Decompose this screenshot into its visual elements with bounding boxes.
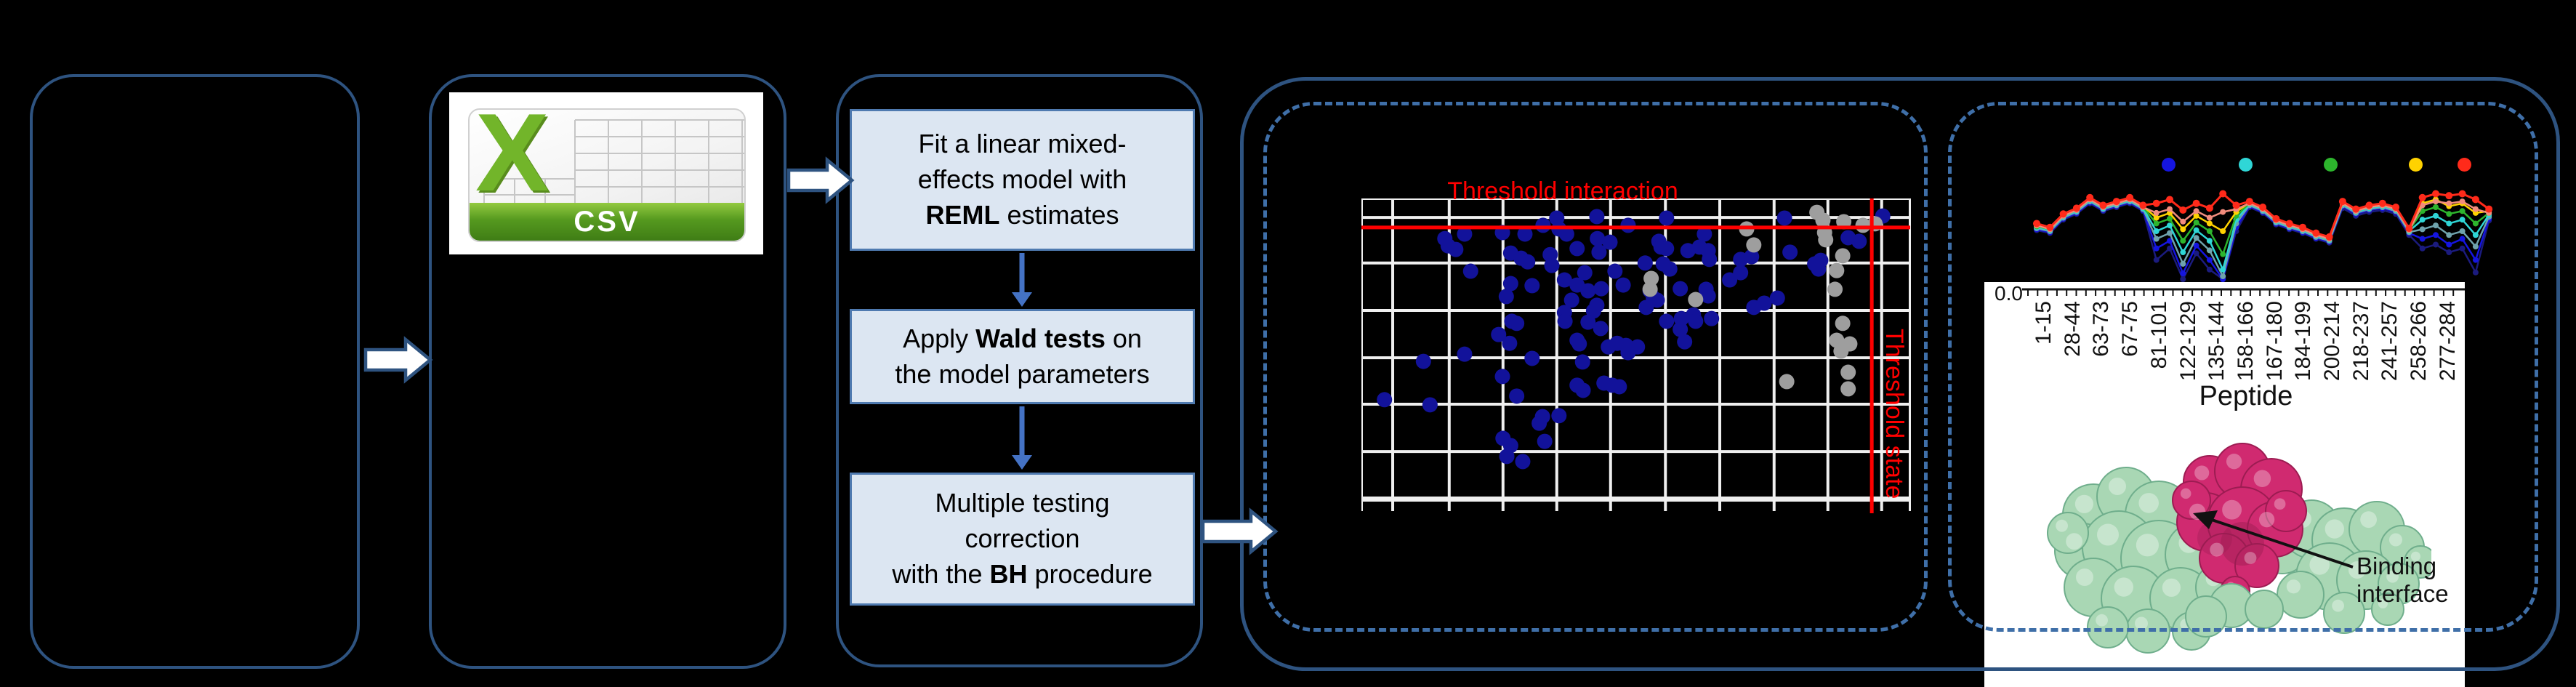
step-box-line: with the BH procedure	[892, 558, 1153, 589]
binding-interface-line1: Binding	[2356, 553, 2437, 579]
panel-uptake-dashed-border	[1948, 102, 2538, 632]
y-axis-tick-0: 0.0	[1995, 282, 2023, 305]
legend-dot	[2409, 158, 2423, 172]
legend-dot	[2324, 158, 2338, 172]
csv-banner: CSV	[470, 203, 744, 241]
step-box-fit-model: Fit a linear mixed-effects model with REM…	[850, 109, 1195, 251]
csv-file-image: X CSV	[449, 92, 763, 254]
panel-statistical-steps	[836, 74, 1203, 667]
threshold-interaction-label: Threshold interaction	[1447, 177, 1678, 205]
step-box-line: Apply Wald tests on	[903, 323, 1142, 353]
uptake-plot-white-panel: 0.0 Peptide Binding interface 1-15 28-44 6…	[1984, 282, 2465, 687]
panel-scatter-dashed-border	[1263, 102, 1928, 632]
csv-file-icon: X CSV	[468, 108, 746, 242]
legend-dot	[2162, 158, 2175, 172]
csv-label: CSV	[573, 205, 640, 238]
threshold-state-label: Threshold state	[1880, 329, 1908, 499]
step-box-bh-correction: Multiple testing correction with the BH pr…	[850, 473, 1195, 606]
x-axis-line	[2022, 288, 2465, 296]
spreadsheet-grid-icon	[483, 119, 744, 203]
protein-structure-image	[2047, 443, 2431, 654]
step-box-line: effects model with	[917, 164, 1127, 195]
results-container-border	[1240, 77, 2560, 671]
binding-interface-line2: interface	[2356, 579, 2449, 607]
panel-input-data	[30, 74, 360, 669]
step-box-line: REML estimates	[925, 199, 1119, 230]
x-axis-title: Peptide	[2199, 381, 2293, 411]
deuterium-uptake-line-chart	[2033, 190, 2493, 282]
step-box-line: correction	[965, 523, 1080, 554]
block-arrow-icon	[363, 336, 433, 384]
excel-x-icon: X	[475, 108, 550, 214]
threshold-scatter-plot	[1361, 198, 1911, 513]
step-box-line: Fit a linear mixed-	[918, 129, 1127, 159]
step-box-line: the model parameters	[895, 358, 1150, 389]
binding-interface-annotation: Binding interface	[2356, 553, 2465, 608]
step-box-line: Multiple testing	[935, 488, 1110, 518]
legend-dot	[2458, 158, 2471, 172]
step-box-wald-tests: Apply Wald tests on the model parameters	[850, 309, 1195, 404]
legend-dot	[2239, 158, 2253, 172]
